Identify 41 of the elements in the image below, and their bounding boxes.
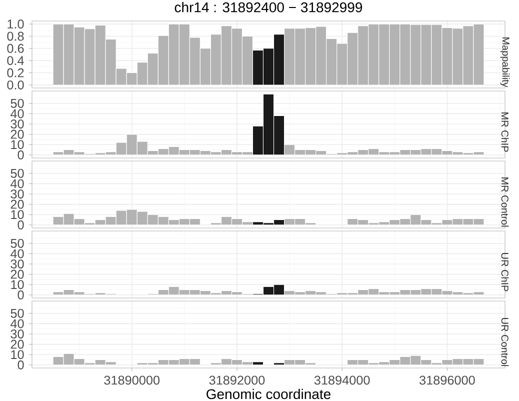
y-tick-label: 20	[10, 340, 24, 349]
y-tick-label: 0	[18, 150, 24, 160]
x-tick-label: 31892000	[209, 376, 265, 385]
y-tick-label: 10	[11, 280, 24, 290]
y-tick-label: 20	[10, 270, 24, 279]
y-tick-label: 40	[10, 109, 24, 118]
y-axis-title: UR ChIP	[501, 253, 509, 292]
y-tick-label: 0	[18, 220, 24, 230]
y-tick-label: 30	[10, 120, 24, 128]
y-axis-title: MR Control	[501, 178, 509, 227]
y-tick-label: 0.2	[7, 68, 24, 78]
y-tick-label: 20	[10, 130, 24, 139]
y-tick-label: 50	[10, 238, 24, 248]
y-axis-title: MR ChIP	[501, 112, 509, 152]
y-tick-label: 20	[10, 200, 24, 209]
y-tick-label: 30	[10, 190, 24, 198]
x-tick-label: 31890000	[104, 376, 160, 385]
y-tick-label: 30	[10, 330, 24, 338]
y-axis-title: UR Control	[501, 318, 509, 366]
y-tick-label: 10	[11, 210, 24, 220]
y-tick-label: 0	[18, 360, 24, 370]
x-axis-title: Genomic coordinate	[206, 388, 330, 400]
y-tick-label: 0.0	[7, 80, 24, 90]
x-tick-label: 31894000	[314, 376, 370, 385]
y-tick-label: 50	[10, 98, 24, 108]
y-tick-label: 40	[10, 249, 24, 258]
y-tick-label: 10	[11, 350, 24, 360]
y-axis-title: Mappability	[500, 38, 510, 88]
y-tick-label: 40	[10, 319, 24, 328]
y-tick-label: 1.0	[8, 20, 24, 29]
chart-title: chr14 : 31892400 − 31892999	[174, 2, 362, 12]
x-tick-label: 31896000	[420, 376, 475, 385]
y-tick-label: 10	[11, 140, 24, 150]
y-tick-label: 0.6	[7, 44, 24, 53]
y-tick-label: 50	[10, 168, 24, 178]
y-tick-label: 40	[10, 179, 24, 188]
y-tick-label: 50	[10, 308, 24, 318]
y-tick-label: 0.8	[7, 32, 24, 41]
y-tick-label: 30	[10, 260, 24, 268]
y-tick-label: 0	[18, 290, 24, 300]
y-tick-label: 0.4	[7, 56, 24, 66]
